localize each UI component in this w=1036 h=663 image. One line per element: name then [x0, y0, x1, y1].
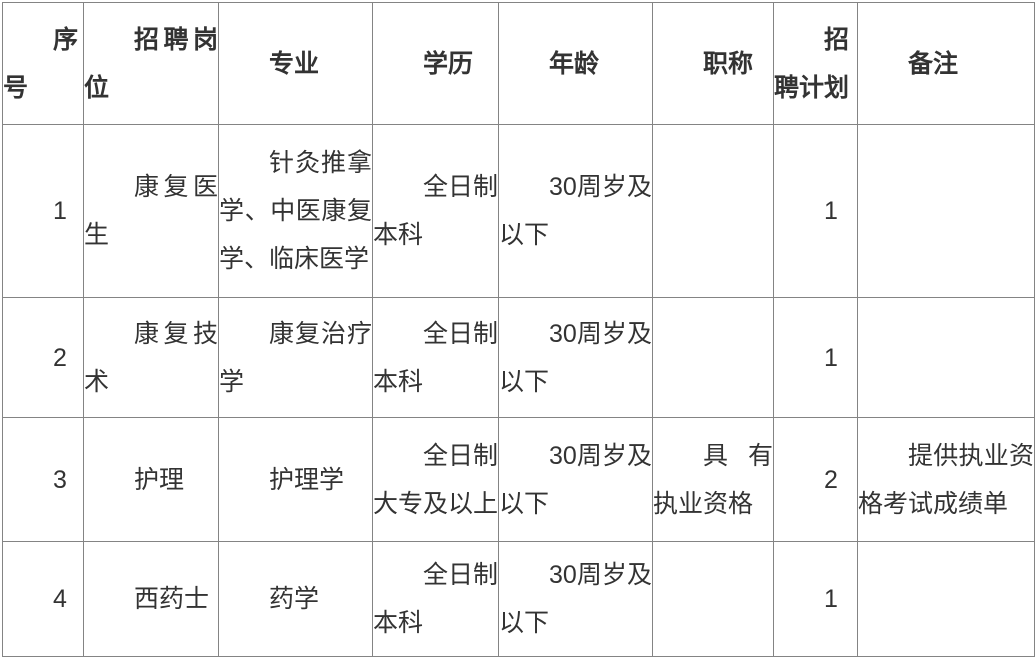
header-cell-index: 序号: [2, 2, 84, 125]
cell-index: 2: [2, 297, 84, 418]
cell-plan: 1: [773, 541, 858, 657]
cell-education: 全日制本科: [372, 297, 499, 418]
cell-plan: 2: [773, 417, 858, 542]
cell-title: [652, 124, 774, 298]
cell-remark: [857, 124, 1035, 298]
cell-index: 3: [2, 417, 84, 542]
cell-major: 康复治疗学: [218, 297, 373, 418]
header-row: 序号 招聘岗位 专业 学历 年龄 职称 招聘计划 备注: [2, 2, 1035, 125]
cell-major: 护理学: [218, 417, 373, 542]
table-row: 4 西药士 药学 全日制本科 30周岁及以下 1: [2, 541, 1035, 657]
header-cell-education: 学历: [372, 2, 499, 125]
header-cell-age: 年龄: [498, 2, 653, 125]
cell-remark: [857, 297, 1035, 418]
cell-major: 药学: [218, 541, 373, 657]
cell-age: 30周岁及以下: [498, 124, 653, 298]
cell-age: 30周岁及以下: [498, 297, 653, 418]
cell-index: 4: [2, 541, 84, 657]
cell-title: [652, 541, 774, 657]
cell-education: 全日制大专及以上: [372, 417, 499, 542]
cell-education: 全日制本科: [372, 124, 499, 298]
cell-position: 西药士: [83, 541, 219, 657]
cell-position: 康复医生: [83, 124, 219, 298]
table-row: 1 康复医生 针灸推拿学、中医康复学、临床医学 全日制本科 30周岁及以下 1: [2, 124, 1035, 298]
cell-title: [652, 297, 774, 418]
cell-plan: 1: [773, 297, 858, 418]
header-cell-major: 专业: [218, 2, 373, 125]
header-cell-plan: 招聘计划: [773, 2, 858, 125]
cell-index: 1: [2, 124, 84, 298]
cell-remark: 提供执业资格考试成绩单: [857, 417, 1035, 542]
cell-position: 康复技术: [83, 297, 219, 418]
cell-plan: 1: [773, 124, 858, 298]
cell-education: 全日制本科: [372, 541, 499, 657]
table-row: 3 护理 护理学 全日制大专及以上 30周岁及以下 具有执业资格 2 提供执业资…: [2, 417, 1035, 542]
header-cell-title: 职称: [652, 2, 774, 125]
cell-age: 30周岁及以下: [498, 417, 653, 542]
header-cell-position: 招聘岗位: [83, 2, 219, 125]
table-row: 2 康复技术 康复治疗学 全日制本科 30周岁及以下 1: [2, 297, 1035, 418]
cell-title: 具有执业资格: [652, 417, 774, 542]
header-cell-remark: 备注: [857, 2, 1035, 125]
cell-remark: [857, 541, 1035, 657]
cell-age: 30周岁及以下: [498, 541, 653, 657]
cell-major: 针灸推拿学、中医康复学、临床医学: [218, 124, 373, 298]
cell-position: 护理: [83, 417, 219, 542]
